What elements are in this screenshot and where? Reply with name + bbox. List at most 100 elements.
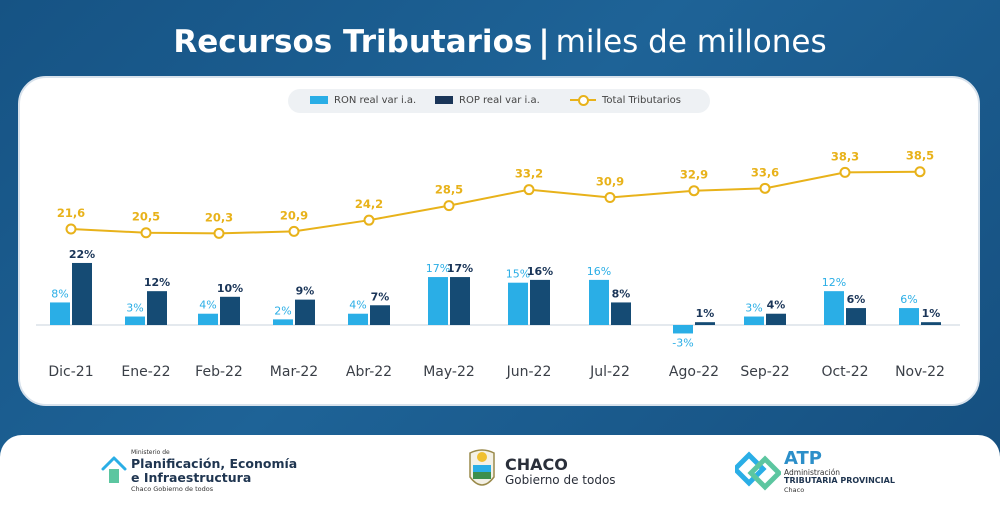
x-tick-mar-22: Mar-22	[270, 364, 318, 380]
provincial-shield-icon	[469, 449, 495, 486]
label-ron-may-22: 17%	[426, 262, 450, 275]
label-total-feb-22: 20,3	[205, 210, 233, 224]
legend-item-total: Total Tributarios	[570, 89, 681, 113]
atp-diamond-icon	[735, 451, 781, 491]
label-rop-oct-22: 6%	[847, 293, 866, 306]
label-rop-dic-21: 22%	[69, 248, 95, 261]
x-tick-ago-22: Ago-22	[669, 364, 719, 380]
point-total-may-22	[443, 200, 455, 212]
legend-item-rop: ROP real var i.a.	[435, 89, 540, 113]
label-ron-mar-22: 2%	[274, 304, 291, 317]
bar-rop-nov-22	[921, 322, 941, 325]
label-total-ago-22: 32,9	[680, 168, 708, 182]
ministry-name-line1: Planificación, Economía	[131, 456, 298, 471]
label-rop-abr-22: 7%	[371, 290, 390, 303]
x-tick-jul-22: Jul-22	[589, 364, 630, 380]
label-total-may-22: 28,5	[435, 183, 463, 197]
point-total-mar-22	[288, 225, 300, 237]
legend-line-total	[570, 95, 596, 106]
label-ron-abr-22: 4%	[349, 299, 366, 312]
bar-ron-ago-22	[673, 325, 693, 334]
x-tick-may-22: May-22	[423, 364, 475, 380]
label-ron-dic-21: 8%	[51, 287, 68, 300]
bar-ron-oct-22	[824, 291, 844, 325]
point-total-oct-22	[839, 166, 851, 178]
footer: Ministerio de Planificación, Economía e …	[0, 435, 1000, 509]
label-rop-may-22: 17%	[447, 262, 473, 275]
label-total-jul-22: 30,9	[596, 174, 624, 188]
bar-rop-abr-22	[370, 305, 390, 325]
bar-ron-feb-22	[198, 313, 218, 325]
label-total-sep-22: 33,6	[751, 165, 779, 179]
ministry-sub: Chaco Gobierno de todos	[131, 485, 214, 493]
point-total-abr-22	[363, 214, 375, 226]
point-total-jun-22	[523, 184, 535, 196]
x-tick-oct-22: Oct-22	[821, 364, 868, 380]
line-total	[70, 170, 921, 235]
legend-label-total: Total Tributarios	[602, 95, 682, 106]
label-rop-sep-22: 4%	[767, 299, 786, 312]
bar-ron-nov-22	[899, 308, 919, 325]
ministry-name-line2: e Infraestructura	[131, 470, 252, 485]
title-light: miles de millones	[555, 24, 827, 60]
atp-sub1: Administración	[784, 468, 841, 477]
bar-ron-may-22	[428, 277, 448, 325]
label-ron-jul-22: 16%	[587, 265, 611, 278]
x-tick-sep-22: Sep-22	[740, 364, 789, 380]
label-total-mar-22: 20,9	[280, 208, 308, 222]
label-total-oct-22: 38,3	[831, 149, 859, 163]
label-total-ene-22: 20,5	[132, 210, 160, 224]
bar-ron-sep-22	[744, 316, 764, 325]
x-tick-jun-22: Jun-22	[506, 364, 552, 380]
point-total-nov-22	[914, 166, 926, 178]
chart-legend: RON real var i.a. ROP real var i.a. Tota…	[288, 89, 710, 113]
chaco-name: CHACO	[505, 455, 568, 474]
label-rop-mar-22: 9%	[296, 285, 315, 298]
label-rop-jun-22: 16%	[527, 265, 553, 278]
bar-ron-ene-22	[125, 316, 145, 325]
label-ron-ago-22: -3%	[672, 336, 693, 349]
label-rop-jul-22: 8%	[612, 287, 631, 300]
bar-rop-ago-22	[695, 322, 715, 325]
label-rop-ago-22: 1%	[696, 307, 715, 320]
atp-name: ATP	[784, 448, 823, 469]
bar-rop-feb-22	[220, 296, 240, 325]
label-ron-oct-22: 12%	[822, 276, 846, 289]
label-total-jun-22: 33,2	[515, 167, 543, 181]
legend-item-ron: RON real var i.a.	[310, 89, 416, 113]
bar-ron-abr-22	[348, 313, 368, 325]
bar-rop-ene-22	[147, 291, 167, 325]
label-total-dic-21: 21,6	[57, 206, 85, 220]
bar-rop-oct-22	[846, 308, 866, 325]
point-total-jul-22	[604, 191, 616, 203]
point-total-sep-22	[759, 182, 771, 194]
label-rop-ene-22: 12%	[144, 276, 170, 289]
bar-ron-mar-22	[273, 319, 293, 325]
point-total-ago-22	[688, 185, 700, 197]
x-tick-feb-22: Feb-22	[195, 364, 243, 380]
point-total-dic-21	[65, 223, 77, 235]
legend-label-rop: ROP real var i.a.	[459, 95, 540, 106]
atp-sub3: Chaco	[784, 486, 805, 494]
ministry-name: Planificación, Economía e Infraestructur…	[131, 457, 297, 485]
atp-sub2: TRIBUTARIA PROVINCIAL	[784, 476, 895, 485]
label-ron-feb-22: 4%	[199, 299, 216, 312]
bar-rop-dic-21	[72, 262, 92, 325]
bar-rop-sep-22	[766, 313, 786, 325]
legend-swatch-ron	[310, 96, 328, 104]
ministry-pre: Ministerio de	[131, 449, 170, 456]
bar-rop-jul-22	[611, 302, 631, 325]
bar-ron-dic-21	[50, 302, 70, 325]
label-total-abr-22: 24,2	[355, 197, 383, 211]
bar-rop-mar-22	[295, 299, 315, 325]
legend-label-ron: RON real var i.a.	[334, 95, 417, 106]
page-title: Recursos Tributarios | miles de millones	[0, 22, 1000, 62]
x-tick-dic-21: Dic-21	[48, 364, 93, 380]
label-ron-sep-22: 3%	[745, 302, 762, 315]
title-bold: Recursos Tributarios	[173, 24, 533, 60]
bar-ron-jun-22	[508, 282, 528, 325]
label-ron-ene-22: 3%	[126, 302, 143, 315]
bar-rop-may-22	[450, 277, 470, 325]
label-ron-nov-22: 6%	[900, 293, 917, 306]
